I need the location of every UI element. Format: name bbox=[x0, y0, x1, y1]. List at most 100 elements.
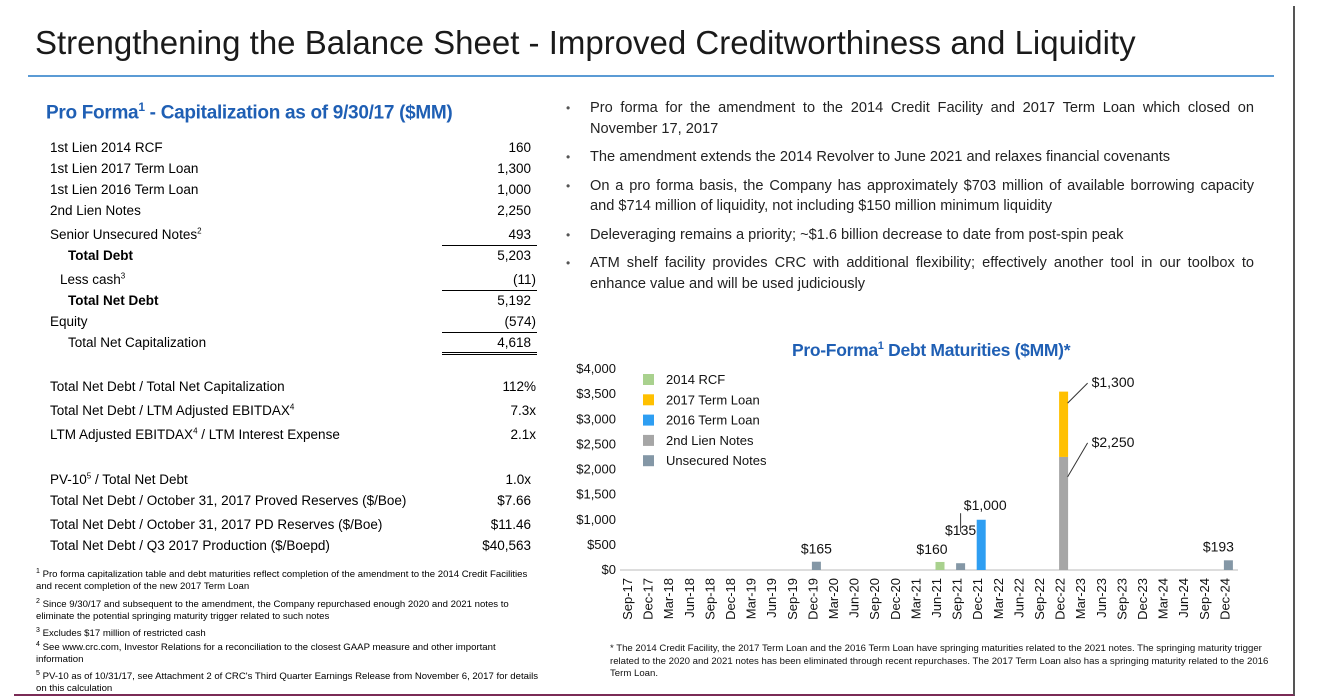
metric-value-4: $40,563 bbox=[482, 538, 531, 553]
x-tick-label: Sep-24 bbox=[1197, 578, 1212, 620]
x-tick-label: Mar-23 bbox=[1073, 578, 1088, 619]
bullet-item: Deleveraging remains a priority; ~$1.6 b… bbox=[566, 225, 1254, 246]
page-title: Strengthening the Balance Sheet - Improv… bbox=[35, 24, 1136, 61]
metric-label-1: PV-105 / Total Net Debt bbox=[50, 472, 188, 487]
footnote-1-num: 1 bbox=[36, 568, 40, 575]
cap-label-cash-sup: 3 bbox=[120, 271, 126, 281]
ratio-label-1: Total Net Debt / Total Net Capitalizatio… bbox=[50, 379, 285, 394]
double-underline-2 bbox=[442, 354, 537, 355]
x-tick-label: Dec-18 bbox=[723, 578, 738, 620]
x-tick-label: Dec-19 bbox=[805, 578, 820, 620]
x-tick-label: Sep-22 bbox=[1032, 578, 1047, 620]
x-tick-label: Mar-18 bbox=[661, 578, 676, 619]
ratio-label-3: LTM Adjusted EBITDAX4 / LTM Interest Exp… bbox=[50, 427, 340, 442]
cap-value-equity: (574) bbox=[504, 314, 536, 329]
footnote-2-text: Since 9/30/17 and subsequent to the amen… bbox=[36, 599, 509, 623]
bullet-item: The amendment extends the 2014 Revolver … bbox=[566, 147, 1254, 168]
underline-total-debt bbox=[442, 245, 537, 246]
chart-title: Pro-Forma1 Debt Maturities ($MM)* bbox=[792, 340, 1071, 361]
cap-label-total-debt: Total Debt bbox=[68, 248, 133, 263]
bullet-item: Pro forma for the amendment to the 2014 … bbox=[566, 98, 1254, 139]
cap-value-unsecured: 493 bbox=[508, 227, 531, 242]
cap-label-2nd-lien: 2nd Lien Notes bbox=[50, 203, 141, 218]
data-label: $1,000 bbox=[964, 497, 1007, 513]
ratio-label-2-sup: 4 bbox=[289, 402, 295, 412]
legend-swatch bbox=[643, 455, 654, 467]
label-leader-line bbox=[1067, 442, 1089, 478]
ratio-label-2: Total Net Debt / LTM Adjusted EBITDAX4 bbox=[50, 403, 294, 418]
cap-label-rcf: 1st Lien 2014 RCF bbox=[50, 140, 163, 155]
footnote-3-text: Excludes $17 million of restricted cash bbox=[42, 628, 206, 640]
chart-title-prefix: Pro-Forma bbox=[792, 340, 878, 360]
chart-footnote: * The 2014 Credit Facility, the 2017 Ter… bbox=[610, 643, 1269, 679]
metric-label-4: Total Net Debt / Q3 2017 Production ($/B… bbox=[50, 538, 330, 553]
bar-2nd-lien-notes bbox=[1059, 456, 1069, 570]
y-tick-label: $0 bbox=[602, 562, 616, 577]
x-tick-label: Mar-19 bbox=[744, 578, 759, 619]
metric-value-3: $11.46 bbox=[490, 517, 531, 532]
y-tick-label: $4,000 bbox=[576, 361, 616, 376]
metric-label-2: Total Net Debt / October 31, 2017 Proved… bbox=[50, 493, 407, 508]
capitalization-title: Pro Forma1 - Capitalization as of 9/30/1… bbox=[46, 100, 453, 124]
bullet-list: Pro forma for the amendment to the 2014 … bbox=[566, 98, 1254, 302]
metric-label-1-sup: 5 bbox=[86, 471, 92, 481]
legend-label: Unsecured Notes bbox=[666, 453, 767, 468]
legend-label: 2017 Term Loan bbox=[666, 392, 760, 407]
bar-2014-rcf bbox=[935, 561, 945, 570]
x-tick-label: Jun-24 bbox=[1176, 578, 1191, 618]
debt-maturities-chart: $0 $500 $1,000 $1,500 $2,000 $2,500 $3,000 $3,5… bbox=[576, 361, 1238, 620]
footnote-5-text: PV-10 as of 10/31/17, see Attachment 2 o… bbox=[36, 671, 539, 695]
y-tick-label: $3,500 bbox=[576, 386, 616, 401]
cap-value-total-debt: 5,203 bbox=[497, 248, 531, 263]
y-tick-label: $1,000 bbox=[576, 512, 616, 527]
x-tick-label: Sep-17 bbox=[620, 578, 635, 620]
metric-label-1-text: PV-10 bbox=[50, 472, 87, 487]
metric-value-2: $7.66 bbox=[497, 493, 531, 508]
legend-label: 2nd Lien Notes bbox=[666, 433, 754, 448]
y-tick-label: $3,000 bbox=[576, 411, 616, 426]
x-tick-label: Jun-18 bbox=[682, 578, 697, 618]
x-tick-label: Mar-20 bbox=[826, 578, 841, 619]
footnote-4: 4 See www.crc.com, Investor Relations fo… bbox=[36, 639, 541, 666]
footnote-3-num: 3 bbox=[36, 627, 40, 634]
footnote-2: 2 Since 9/30/17 and subsequent to the am… bbox=[36, 596, 541, 623]
x-tick-label: Sep-18 bbox=[702, 578, 717, 620]
cap-label-net-cap: Total Net Capitalization bbox=[68, 335, 207, 350]
cap-value-2nd-lien: 2,250 bbox=[497, 203, 531, 218]
cap-label-unsecured-sup: 2 bbox=[197, 226, 202, 236]
cap-label-2017-term: 1st Lien 2017 Term Loan bbox=[50, 161, 199, 176]
cap-value-total-net-debt: 5,192 bbox=[497, 293, 531, 308]
cap-label-cash: Less cash3 bbox=[60, 272, 125, 287]
underline-total-net-debt bbox=[442, 290, 537, 291]
footnote-3: 3 Excludes $17 million of restricted cas… bbox=[36, 625, 541, 640]
chart-title-sup: 1 bbox=[877, 340, 884, 353]
legend-swatch bbox=[643, 394, 654, 406]
x-tick-label: Jun-20 bbox=[847, 578, 862, 618]
bullet-item: On a pro forma basis, the Company has ap… bbox=[566, 176, 1254, 217]
y-tick-label: $2,000 bbox=[576, 462, 616, 477]
double-underline-1 bbox=[442, 352, 537, 353]
x-tick-label: Sep-23 bbox=[1114, 578, 1129, 620]
ratio-value-3: 2.1x bbox=[510, 427, 536, 442]
cap-label-total-net-debt: Total Net Debt bbox=[68, 293, 159, 308]
bar-2016-term-loan bbox=[976, 519, 986, 570]
bar-2017-term-loan bbox=[1059, 391, 1069, 457]
bar-unsecured-notes bbox=[1223, 560, 1233, 570]
ratio-value-2: 7.3x bbox=[510, 403, 536, 418]
x-tick-label: Dec-23 bbox=[1135, 578, 1150, 620]
cap-label-cash-text: Less cash bbox=[60, 272, 121, 287]
cap-value-2016-term: 1,000 bbox=[497, 182, 531, 197]
y-tick-label: $500 bbox=[587, 537, 616, 552]
x-tick-label: Jun-21 bbox=[929, 578, 944, 618]
bullet-item: ATM shelf facility provides CRC with add… bbox=[566, 253, 1254, 294]
data-label: $2,250 bbox=[1092, 434, 1135, 450]
footnote-1: 1 Pro forma capitalization table and deb… bbox=[36, 566, 541, 593]
title-divider bbox=[28, 75, 1274, 77]
metric-label-3: Total Net Debt / October 31, 2017 PD Res… bbox=[50, 517, 383, 532]
label-leader-line bbox=[1067, 382, 1088, 404]
x-tick-label: Mar-22 bbox=[991, 578, 1006, 619]
x-tick-label: Dec-17 bbox=[641, 578, 656, 620]
metric-value-1: 1.0x bbox=[505, 472, 531, 487]
footnote-4-text: See www.crc.com, Investor Relations for … bbox=[36, 642, 496, 666]
legend-swatch bbox=[643, 434, 654, 446]
